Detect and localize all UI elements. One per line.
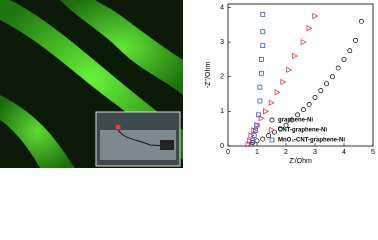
data-point — [353, 37, 359, 43]
data-point — [312, 13, 319, 20]
data-point — [283, 122, 289, 128]
y-tick-label: 3 — [220, 39, 224, 46]
data-point — [277, 126, 283, 132]
legend-marker — [269, 137, 275, 143]
x-tick-label: 2 — [284, 149, 288, 156]
data-point — [306, 25, 313, 32]
plot-frame — [227, 3, 374, 147]
data-point — [341, 56, 347, 62]
data-point — [329, 74, 335, 80]
data-point — [335, 65, 341, 71]
y-axis-label: -Z''/Ohm — [205, 62, 212, 89]
page: {"chart_data": {"type": "scatter", "xlab… — [0, 0, 376, 168]
data-point — [263, 108, 269, 115]
figure: 0 1 2 3 4 5 0 1 2 3 4 Z'/Ohm -Z''/Ohm graphene-Ni CNT-… — [0, 0, 375, 168]
micrograph — [0, 0, 183, 168]
data-point — [251, 133, 257, 138]
data-point — [292, 52, 298, 60]
y-tick-label: 0 — [220, 143, 224, 150]
data-point — [251, 127, 258, 134]
legend-label: graphene-Ni — [278, 118, 313, 124]
x-tick-label: 3 — [313, 149, 317, 156]
data-point — [253, 128, 258, 133]
data-point — [295, 112, 301, 118]
data-point — [256, 112, 261, 118]
data-point — [306, 101, 312, 107]
legend-marker — [269, 126, 276, 134]
legend-marker — [269, 117, 275, 123]
y-tick-label: 2 — [220, 74, 224, 81]
data-point — [312, 95, 318, 100]
data-point — [258, 115, 265, 122]
x-tick-label: 0 — [226, 149, 230, 156]
data-point — [268, 99, 275, 106]
data-point — [266, 133, 272, 139]
data-point — [347, 48, 353, 54]
legend-label: CNT-graphene-Ni — [278, 128, 327, 134]
data-point — [358, 18, 364, 24]
data-point — [248, 132, 255, 139]
data-point — [280, 78, 287, 86]
data-point — [257, 98, 263, 104]
data-point — [248, 141, 254, 147]
data-point — [300, 107, 306, 113]
x-tick-label: 4 — [342, 149, 346, 156]
data-point — [274, 89, 281, 96]
x-axis-label: Z'/Ohm — [289, 158, 312, 165]
data-point — [250, 138, 255, 144]
data-point — [318, 88, 324, 94]
y-tick-label: 4 — [220, 4, 224, 11]
data-point — [260, 12, 266, 17]
data-point — [300, 39, 307, 46]
data-point — [324, 81, 330, 87]
data-point — [257, 84, 263, 90]
legend-label: MnO₂-CNT-graphene-Ni — [278, 138, 345, 144]
data-point — [260, 136, 266, 142]
data-point — [286, 66, 293, 73]
data-point — [260, 29, 266, 35]
data-point — [259, 57, 264, 62]
x-tick-label: 1 — [255, 149, 259, 156]
data-point — [259, 70, 264, 76]
y-tick-label: 1 — [220, 108, 224, 115]
data-point — [289, 117, 295, 123]
data-point — [260, 43, 266, 48]
x-tick-label: 5 — [371, 149, 375, 156]
data-point — [254, 122, 260, 128]
